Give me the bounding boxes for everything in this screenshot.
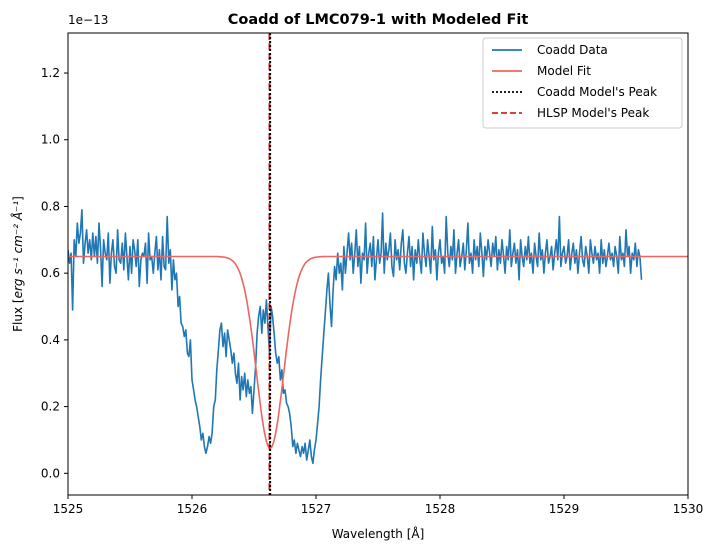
legend-frame	[482, 37, 683, 129]
legend-item-model-fit-label: Model Fit	[537, 64, 591, 78]
x-tick-label: 1530	[673, 502, 704, 516]
y-axis-label: Flux [erg s⁻¹ cm⁻² Å⁻¹]	[10, 196, 25, 332]
y-tick-label: 0.4	[41, 333, 60, 347]
x-tick-label: 1526	[177, 502, 208, 516]
plot-frame	[67, 32, 689, 496]
series-coadd-data-line	[68, 209, 643, 465]
chart-title: Coadd of LMC079-1 with Modeled Fit	[228, 12, 529, 28]
legend: Coadd Data Model Fit Coadd Model's Peak HLS…	[482, 37, 683, 129]
x-tick-label: 1525	[53, 502, 84, 516]
y-offset-text: 1e−13	[68, 13, 108, 27]
y-tick-label: 1.0	[41, 133, 60, 147]
x-tick-label: 1528	[425, 502, 456, 516]
y-tick-label: 0.2	[41, 400, 60, 414]
plot-area	[68, 33, 688, 495]
legend-item-coadd-model-peak-label: Coadd Model's Peak	[537, 85, 657, 99]
x-tick-label: 1529	[549, 502, 580, 516]
x-tick-label: 1527	[301, 502, 332, 516]
legend-item-coadd-data-label: Coadd Data	[537, 43, 608, 57]
y-tick-label: 1.2	[41, 66, 60, 80]
y-axis: 0.0 0.2 0.4 0.6 0.8 1.0 1.2	[41, 66, 68, 480]
x-axis-label: Wavelength [Å]	[332, 526, 425, 541]
y-tick-label: 0.8	[41, 199, 60, 213]
legend-item-hlsp-model-peak-label: HLSP Model's Peak	[537, 106, 649, 120]
y-tick-label: 0.0	[41, 466, 60, 480]
x-axis: 1525 1526 1527 1528 1529 1530	[53, 495, 704, 516]
y-tick-label: 0.6	[41, 266, 60, 280]
series-model-fit-line	[68, 255, 688, 450]
